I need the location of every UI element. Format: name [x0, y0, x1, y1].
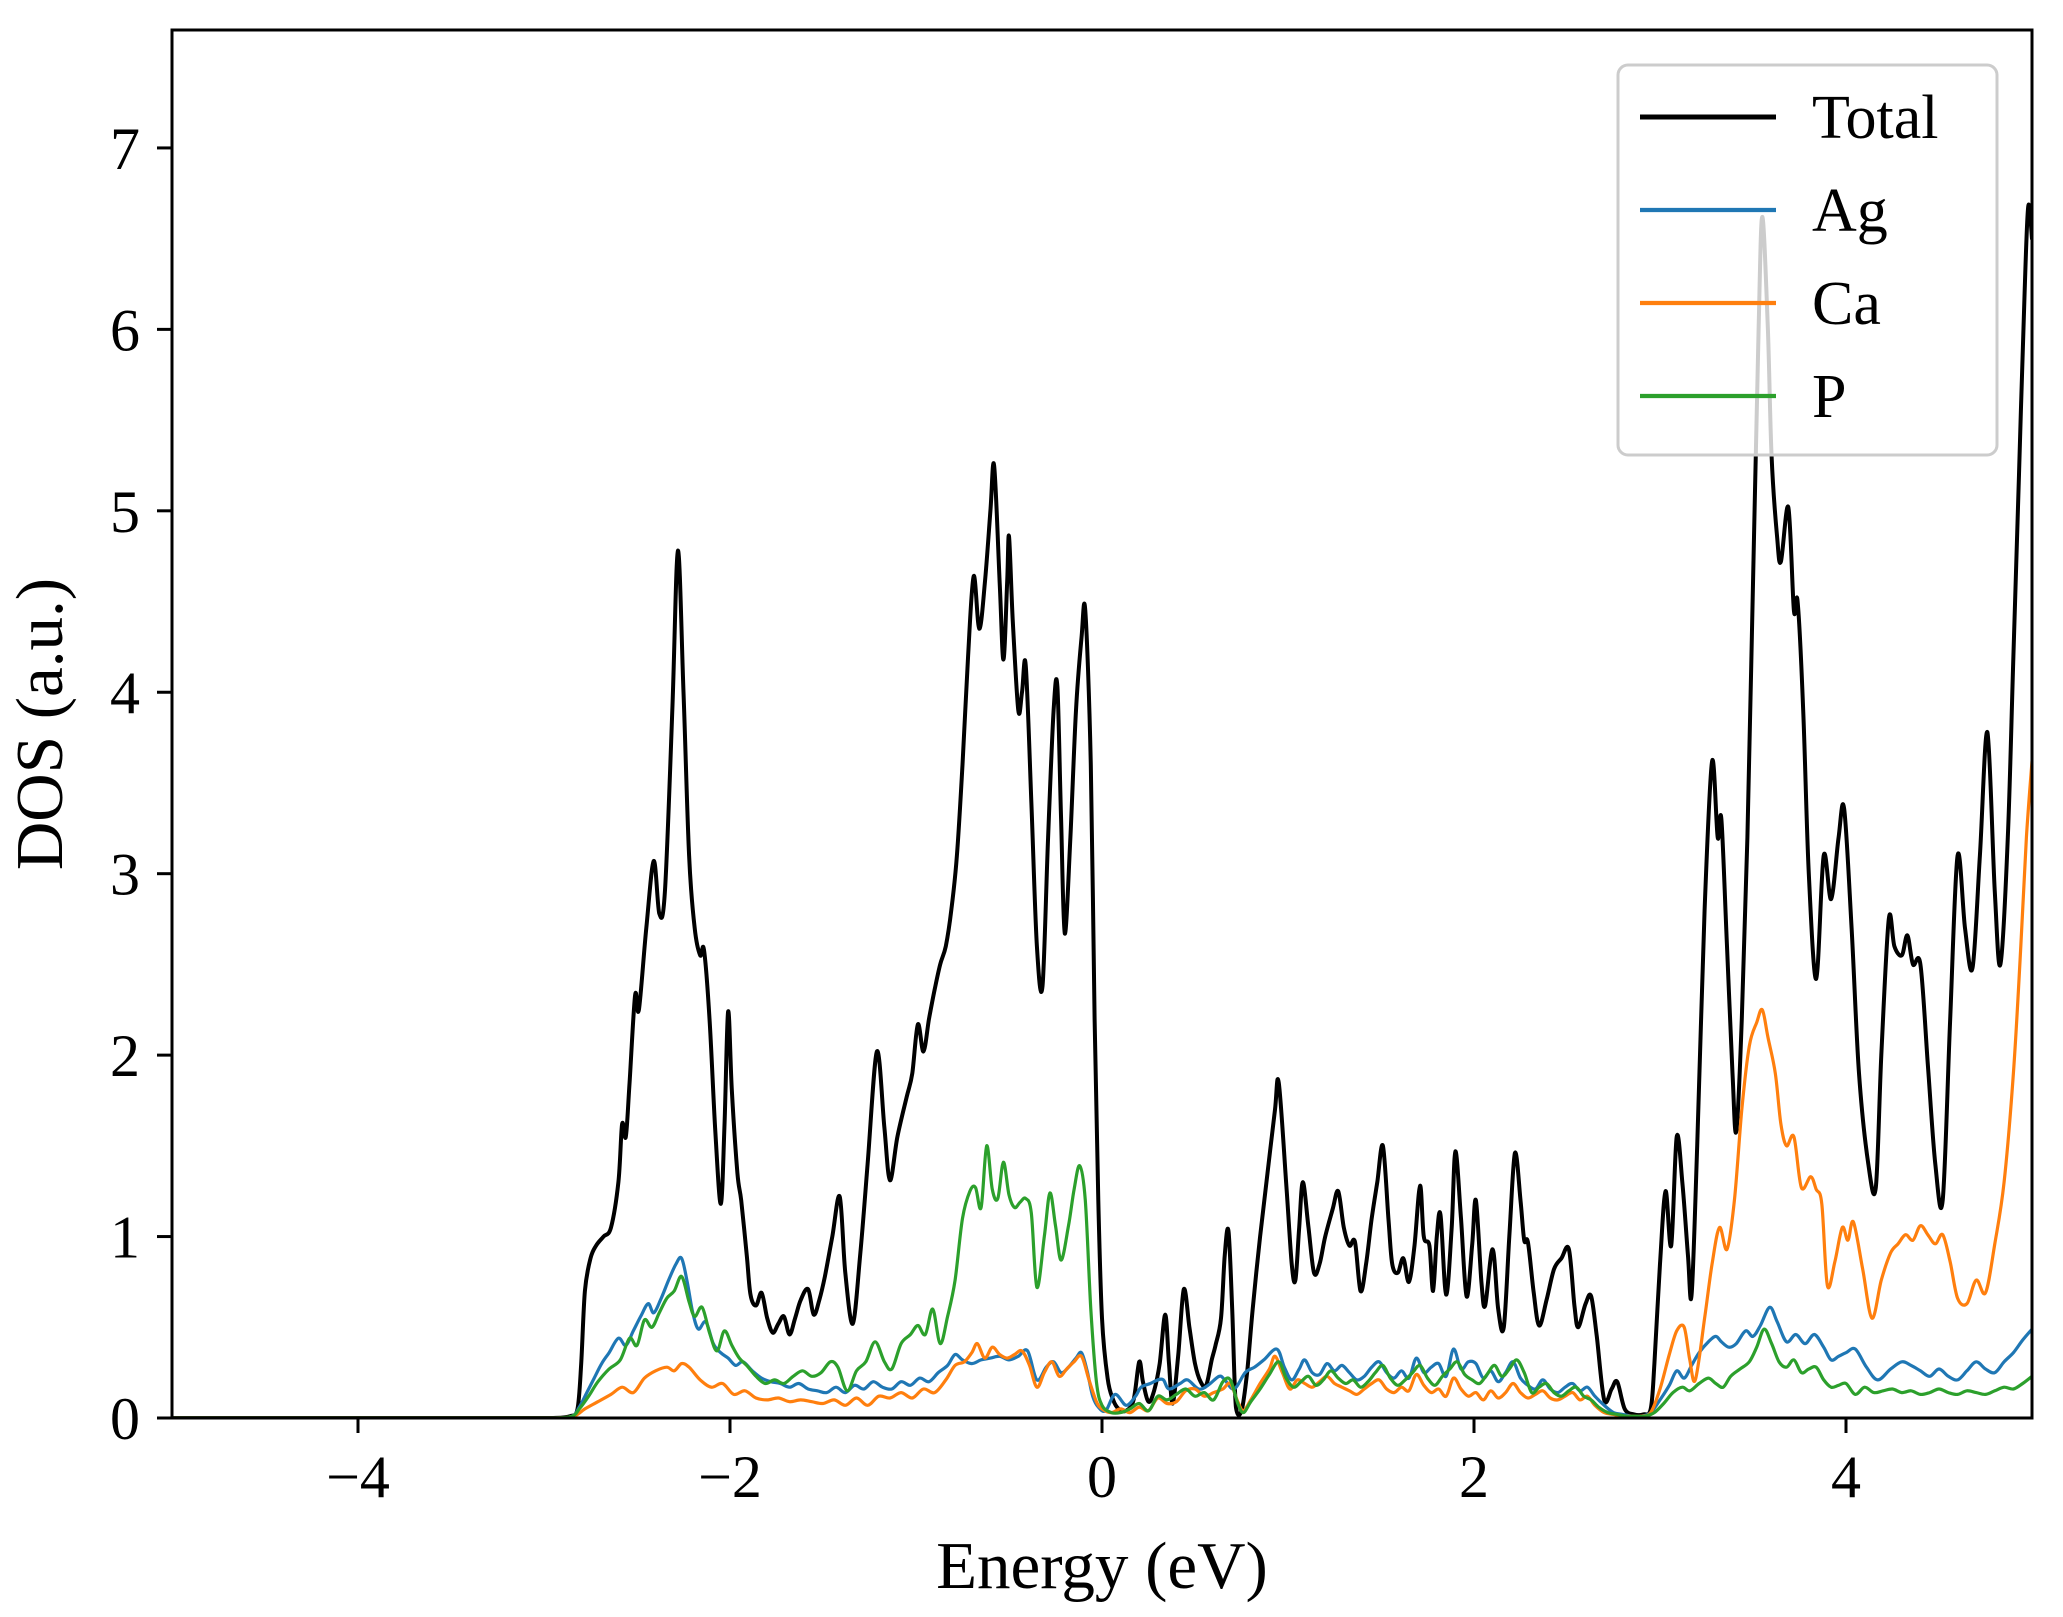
y-tick-label: 3	[110, 842, 140, 908]
y-tick-label: 7	[110, 116, 140, 182]
series-line-p	[172, 1144, 2032, 1418]
series-line-ca	[172, 759, 2032, 1418]
x-tick-label: −4	[326, 1444, 390, 1510]
curves-layer	[172, 202, 2032, 1418]
y-tick-label: 6	[110, 297, 140, 363]
legend: Total Ag Ca P	[1616, 63, 1999, 457]
x-tick-label: 0	[1087, 1444, 1117, 1510]
legend-label-ca: Ca	[1812, 270, 1881, 338]
y-tick-label: 2	[110, 1023, 140, 1089]
series-line-total	[172, 202, 2032, 1418]
x-tick-label: 4	[1831, 1444, 1861, 1510]
legend-label-ag: Ag	[1812, 177, 1888, 245]
y-tick-label: 5	[110, 479, 140, 545]
y-tick-label: 1	[110, 1205, 140, 1271]
y-tick-label: 4	[110, 660, 140, 726]
x-axis-title: Energy (eV)	[936, 1529, 1268, 1603]
y-tick-label: 0	[110, 1386, 140, 1452]
legend-label-p: P	[1812, 363, 1846, 431]
x-tick-label: 2	[1459, 1444, 1489, 1510]
legend-box	[1616, 63, 1999, 457]
x-tick-label: −2	[698, 1444, 762, 1510]
axes-layer: −4 −2 0 2 4 0 1 2 3 4 5 6 7	[110, 28, 2034, 1510]
legend-label-total: Total	[1812, 84, 1939, 152]
y-axis-title: DOS (a.u.)	[3, 578, 77, 870]
